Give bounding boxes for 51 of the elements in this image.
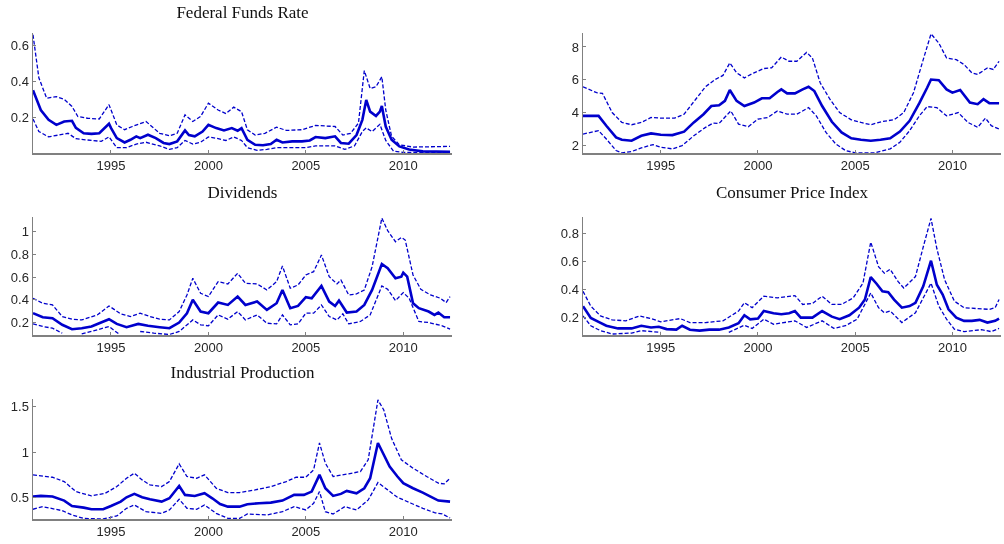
x-tick-label: 2010 (388, 524, 418, 540)
y-tick-label: 0.6 (560, 254, 579, 270)
x-tick-label: 2005 (291, 524, 321, 540)
line-series (583, 78, 1001, 142)
x-tick-label: 2005 (291, 340, 321, 356)
y-tick-label: 1 (21, 444, 29, 460)
y-tick-label: 0.8 (10, 246, 29, 262)
x-tick-label: 2010 (937, 340, 967, 356)
y-tick-label: 0.5 (10, 490, 29, 506)
x-tick-label: 1995 (646, 340, 676, 356)
x-tick-label: 2010 (388, 158, 418, 174)
y-tick-label: 0.2 (10, 109, 29, 125)
x-tick-label: 2000 (743, 158, 773, 174)
line-series (33, 441, 452, 511)
y-tick-label: 4 (571, 105, 579, 121)
chart-title: Consumer Price Index (715, 182, 869, 202)
y-tick-label: 1 (21, 224, 29, 240)
line-series (583, 33, 1000, 126)
y-tick-label: 0.4 (10, 73, 29, 89)
y-tick-label: 8 (571, 39, 579, 55)
y-tick-label: 0.4 (10, 292, 29, 308)
y-tick-label: 0.8 (560, 226, 579, 242)
y-tick-label: 1.5 (10, 398, 29, 414)
x-tick-label: 2005 (840, 158, 870, 174)
line-series (33, 262, 452, 331)
x-tick-label: 2000 (193, 158, 223, 174)
x-tick-label: 2010 (388, 340, 418, 356)
x-tick-label: 2000 (743, 340, 773, 356)
y-tick-label: 6 (571, 72, 579, 88)
chart-title: Dividends (207, 182, 278, 202)
x-tick-label: 2000 (193, 340, 223, 356)
x-tick-label: 2000 (193, 524, 223, 540)
x-tick-label: 2005 (291, 158, 321, 174)
chart-title: Industrial Production (170, 362, 315, 382)
line-series (583, 259, 1001, 332)
y-tick-label: 0.6 (10, 38, 29, 54)
x-tick-label: 2010 (937, 158, 967, 174)
y-tick-label: 2 (571, 138, 579, 154)
line-series (33, 399, 451, 497)
x-tick-label: 1995 (646, 158, 676, 174)
y-tick-label: 0.6 (10, 269, 29, 285)
x-tick-label: 1995 (96, 524, 126, 540)
x-tick-label: 1995 (96, 158, 126, 174)
chart-title: Federal Funds Rate (176, 2, 309, 22)
x-tick-label: 2005 (840, 340, 870, 356)
x-tick-label: 1995 (96, 340, 126, 356)
line-series (583, 217, 1000, 324)
line-series (33, 217, 451, 321)
y-tick-label: 0.4 (560, 282, 579, 298)
y-tick-label: 0.2 (560, 310, 579, 326)
y-tick-label: 0.2 (10, 315, 29, 331)
